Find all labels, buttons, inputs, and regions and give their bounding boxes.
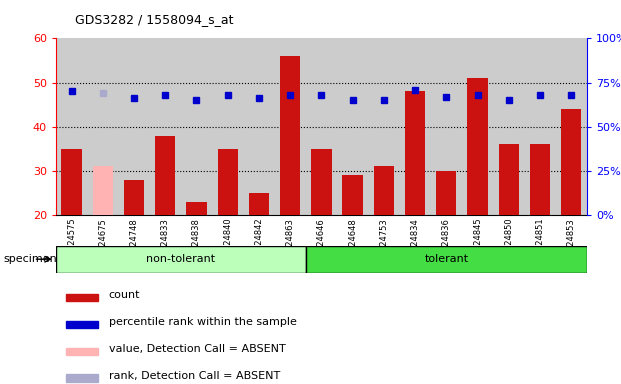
Bar — [306, 38, 337, 215]
Text: specimen: specimen — [3, 254, 57, 264]
Bar — [311, 149, 332, 215]
Text: tolerant: tolerant — [424, 254, 468, 264]
Bar — [462, 38, 493, 215]
Bar — [61, 149, 81, 215]
Bar — [56, 246, 306, 273]
Bar — [124, 180, 144, 215]
Bar — [524, 38, 556, 215]
Bar — [337, 38, 368, 215]
Bar — [561, 109, 581, 215]
Bar — [119, 38, 150, 215]
Bar — [274, 38, 306, 215]
Bar — [342, 175, 363, 215]
Text: percentile rank within the sample: percentile rank within the sample — [109, 317, 297, 327]
Bar — [243, 38, 274, 215]
Bar — [217, 149, 238, 215]
Bar — [399, 38, 431, 215]
Text: rank, Detection Call = ABSENT: rank, Detection Call = ABSENT — [109, 371, 280, 381]
Bar — [468, 78, 487, 215]
Text: count: count — [109, 290, 140, 300]
Bar — [405, 91, 425, 215]
Bar — [493, 38, 524, 215]
Bar — [150, 38, 181, 215]
Bar — [56, 38, 87, 215]
Text: GDS3282 / 1558094_s_at: GDS3282 / 1558094_s_at — [75, 13, 233, 26]
Bar — [212, 38, 243, 215]
Bar — [306, 246, 587, 273]
Bar — [556, 38, 587, 215]
Bar — [66, 321, 98, 328]
Bar — [249, 193, 269, 215]
Text: non-tolerant: non-tolerant — [147, 254, 215, 264]
Text: value, Detection Call = ABSENT: value, Detection Call = ABSENT — [109, 344, 286, 354]
Bar — [66, 348, 98, 355]
Bar — [431, 38, 462, 215]
Bar — [66, 374, 98, 382]
Bar — [93, 167, 113, 215]
Bar — [374, 167, 394, 215]
Bar — [530, 144, 550, 215]
Bar — [186, 202, 207, 215]
Bar — [499, 144, 519, 215]
Bar — [368, 38, 399, 215]
Bar — [181, 38, 212, 215]
Bar — [87, 38, 119, 215]
Bar — [280, 56, 301, 215]
Bar — [155, 136, 175, 215]
Bar — [436, 171, 456, 215]
Bar — [66, 294, 98, 301]
